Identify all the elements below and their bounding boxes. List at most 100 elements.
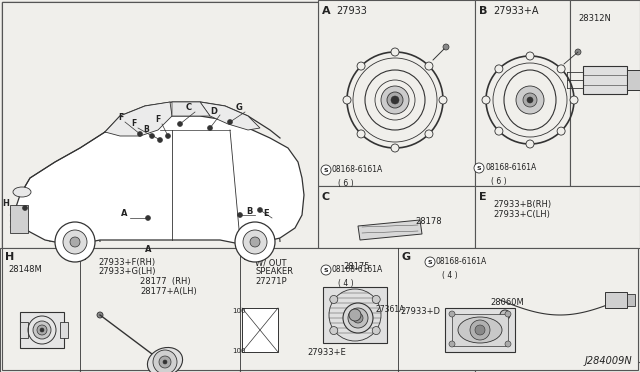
Circle shape: [166, 134, 170, 138]
Bar: [605, 292, 627, 308]
Bar: [2, 2, 318, 248]
Circle shape: [145, 215, 150, 221]
Circle shape: [348, 308, 368, 328]
Circle shape: [150, 134, 154, 138]
Polygon shape: [358, 220, 422, 240]
Text: 100: 100: [232, 308, 246, 314]
Bar: [240, 248, 398, 372]
Text: ( 4 ): ( 4 ): [338, 279, 354, 288]
Circle shape: [557, 65, 565, 73]
Circle shape: [443, 44, 449, 50]
Circle shape: [523, 93, 537, 107]
Text: S: S: [324, 267, 328, 273]
Ellipse shape: [458, 317, 502, 343]
Circle shape: [526, 140, 534, 148]
Text: B: B: [246, 206, 252, 215]
Circle shape: [159, 356, 171, 368]
Text: S: S: [477, 166, 481, 170]
Text: 27933: 27933: [336, 6, 367, 16]
Ellipse shape: [13, 187, 31, 197]
Circle shape: [321, 165, 331, 175]
Circle shape: [495, 65, 503, 73]
Circle shape: [257, 208, 262, 212]
Circle shape: [475, 325, 485, 335]
Bar: [323, 287, 387, 343]
Polygon shape: [15, 116, 304, 244]
Circle shape: [153, 350, 177, 372]
Text: 28060M: 28060M: [490, 298, 524, 307]
Circle shape: [55, 222, 95, 262]
Circle shape: [157, 138, 163, 142]
Text: F: F: [156, 115, 161, 125]
Circle shape: [505, 311, 511, 317]
Text: ( 6 ): ( 6 ): [338, 179, 354, 188]
Circle shape: [557, 127, 565, 135]
Text: E: E: [263, 209, 269, 218]
Text: 28148M: 28148M: [8, 265, 42, 274]
Circle shape: [330, 295, 338, 304]
Text: 27933+F(RH): 27933+F(RH): [98, 258, 155, 267]
Bar: [318, 186, 475, 372]
Circle shape: [353, 313, 363, 323]
Text: W/ OUT: W/ OUT: [255, 258, 287, 267]
Text: 100: 100: [232, 348, 246, 354]
Text: 27271P: 27271P: [255, 277, 287, 286]
Circle shape: [163, 360, 167, 364]
Text: A: A: [121, 209, 127, 218]
Circle shape: [391, 48, 399, 56]
Text: SPEAKER: SPEAKER: [255, 267, 293, 276]
Text: J284009N: J284009N: [584, 356, 632, 366]
Circle shape: [22, 205, 28, 211]
Bar: [475, 186, 640, 372]
Text: 27933+G(LH): 27933+G(LH): [98, 267, 156, 276]
Ellipse shape: [334, 312, 382, 334]
Circle shape: [439, 96, 447, 104]
Bar: [318, 0, 475, 186]
Circle shape: [449, 311, 455, 317]
Circle shape: [470, 320, 490, 340]
Bar: [475, 0, 570, 186]
Circle shape: [349, 309, 361, 321]
Circle shape: [235, 222, 275, 262]
Text: 28178: 28178: [415, 218, 442, 227]
Circle shape: [425, 257, 435, 267]
Circle shape: [37, 325, 47, 335]
Text: 28175: 28175: [344, 262, 371, 271]
Text: F: F: [118, 113, 124, 122]
Circle shape: [321, 265, 331, 275]
Bar: [2, 248, 638, 370]
Text: 27933+E: 27933+E: [308, 348, 346, 357]
Text: 28312N: 28312N: [578, 14, 611, 23]
Circle shape: [63, 230, 87, 254]
Bar: [0, 248, 80, 372]
Text: D: D: [243, 252, 252, 262]
Circle shape: [500, 310, 510, 320]
Circle shape: [243, 230, 267, 254]
Polygon shape: [172, 102, 210, 116]
Text: 28177+A(LH): 28177+A(LH): [140, 287, 196, 296]
Circle shape: [474, 163, 484, 173]
Circle shape: [70, 237, 80, 247]
Circle shape: [343, 96, 351, 104]
Circle shape: [449, 341, 455, 347]
Circle shape: [425, 130, 433, 138]
Circle shape: [177, 122, 182, 126]
Text: 08168-6161A: 08168-6161A: [332, 266, 383, 275]
Text: ( 6 ): ( 6 ): [491, 177, 507, 186]
Circle shape: [482, 96, 490, 104]
Circle shape: [527, 97, 533, 103]
Text: G: G: [236, 103, 243, 112]
Text: F: F: [131, 119, 136, 128]
Polygon shape: [105, 102, 172, 136]
Bar: [242, 308, 278, 352]
Bar: [452, 314, 508, 346]
Circle shape: [33, 321, 51, 339]
Text: S: S: [324, 167, 328, 173]
Text: 27933+A: 27933+A: [493, 6, 538, 16]
Circle shape: [138, 131, 143, 137]
Circle shape: [570, 96, 578, 104]
Text: 08168-6161A: 08168-6161A: [485, 164, 536, 173]
Circle shape: [343, 303, 373, 333]
Text: S: S: [428, 260, 432, 264]
Bar: [627, 70, 640, 90]
